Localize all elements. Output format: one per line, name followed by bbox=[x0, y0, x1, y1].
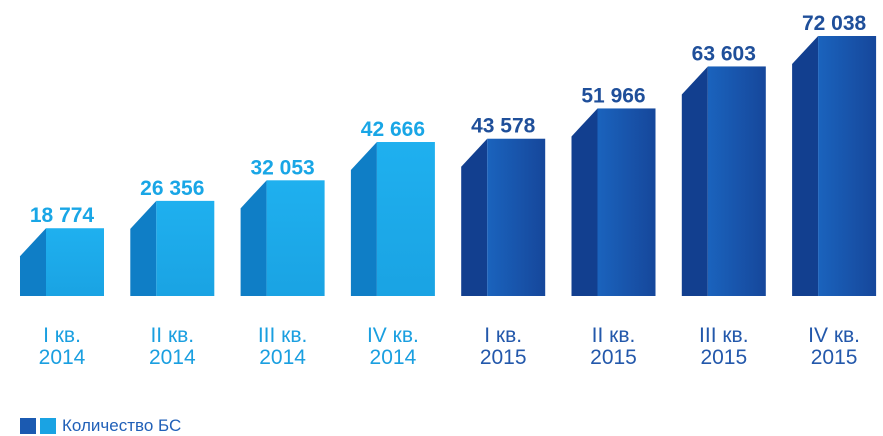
bar-group: 42 666 IV кв.2014 bbox=[350, 118, 435, 369]
x-tick-label-year: 2014 bbox=[370, 346, 417, 369]
x-tick-label-quarter: II кв. bbox=[592, 324, 636, 347]
x-tick-label-quarter: I кв. bbox=[484, 324, 522, 347]
data-label: 51 966 bbox=[581, 84, 645, 107]
data-label: 63 603 bbox=[692, 42, 756, 65]
bar-side bbox=[461, 138, 488, 296]
bar bbox=[707, 66, 766, 296]
data-label: 42 666 bbox=[361, 118, 425, 141]
chart-legend: Количество БС bbox=[20, 416, 181, 436]
bar-side bbox=[571, 108, 598, 296]
data-label: 72 038 bbox=[802, 12, 867, 35]
bar bbox=[266, 180, 325, 296]
bar-group: 26 356 II кв.2014 bbox=[130, 177, 215, 369]
bar-side bbox=[792, 36, 819, 296]
x-tick-label-quarter: III кв. bbox=[699, 324, 749, 347]
bar-side bbox=[681, 66, 708, 296]
x-tick-label-year: 2014 bbox=[39, 346, 86, 369]
x-tick-label-year: 2015 bbox=[811, 346, 858, 369]
bar-side bbox=[130, 200, 157, 296]
bar bbox=[597, 108, 656, 296]
legend-label: Количество БС bbox=[62, 416, 182, 435]
x-tick-label-quarter: III кв. bbox=[258, 324, 308, 347]
bar-group: 72 038 IV кв.2015 bbox=[792, 12, 877, 369]
bar-side bbox=[20, 228, 46, 296]
x-tick-label-year: 2015 bbox=[590, 346, 637, 369]
bar bbox=[46, 228, 104, 296]
data-label: 32 053 bbox=[250, 156, 314, 179]
legend-swatch-light bbox=[40, 418, 56, 434]
legend-swatch-dark bbox=[20, 418, 36, 434]
bar-group: 63 603 III кв.2015 bbox=[681, 42, 766, 369]
bar-group: 32 053 III кв.2014 bbox=[240, 156, 325, 369]
x-tick-label-quarter: IV кв. bbox=[367, 324, 419, 347]
bar-side bbox=[350, 142, 377, 296]
x-tick-label-quarter: I кв. bbox=[43, 324, 81, 347]
bar-group: 51 966 II кв.2015 bbox=[571, 84, 656, 369]
x-tick-label-quarter: IV кв. bbox=[808, 324, 860, 347]
legend-swatches bbox=[20, 418, 56, 434]
x-tick-label-quarter: II кв. bbox=[150, 324, 194, 347]
bar bbox=[156, 200, 215, 296]
bar-side bbox=[240, 180, 267, 296]
bar-group: 43 578 I кв.2015 bbox=[461, 115, 546, 369]
data-label: 26 356 bbox=[140, 177, 204, 200]
x-tick-label-year: 2014 bbox=[149, 346, 196, 369]
x-tick-label-year: 2015 bbox=[700, 346, 747, 369]
bar bbox=[487, 138, 546, 296]
bar bbox=[818, 36, 877, 296]
bar bbox=[376, 142, 435, 296]
data-label: 43 578 bbox=[471, 115, 536, 138]
data-label: 18 774 bbox=[30, 204, 95, 227]
x-tick-label-year: 2014 bbox=[259, 346, 306, 369]
bar-group: 18 774 I кв.2014 bbox=[20, 204, 104, 369]
x-tick-label-year: 2015 bbox=[480, 346, 527, 369]
